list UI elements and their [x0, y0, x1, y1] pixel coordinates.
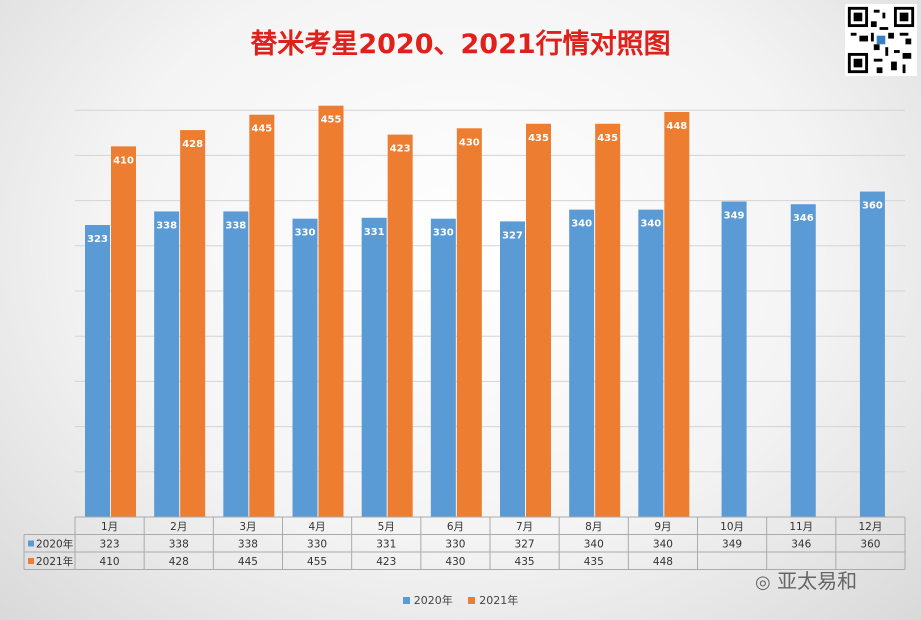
table-cell: 346 — [791, 539, 811, 551]
data-label: 435 — [597, 133, 618, 144]
category-label: 2月 — [170, 521, 187, 533]
category-label: 11月 — [789, 521, 813, 533]
bar-2021-5 — [387, 134, 413, 517]
bar-2020-3 — [223, 211, 249, 517]
bar-2020-8 — [569, 209, 595, 517]
data-label: 445 — [251, 124, 272, 135]
category-label: 7月 — [516, 521, 533, 533]
series-name: 2020年 — [36, 538, 73, 551]
bar-2020-7 — [500, 221, 525, 517]
bar-2021-1 — [111, 146, 136, 518]
data-label: 331 — [364, 227, 385, 238]
category-label: 3月 — [239, 521, 256, 533]
qr-code-icon — [845, 4, 917, 76]
bar-2021-8 — [595, 123, 621, 517]
table-cell: 423 — [376, 556, 396, 568]
table-cell: 435 — [515, 556, 535, 568]
bar-2020-2 — [154, 211, 180, 517]
bar-2020-12 — [859, 191, 885, 517]
category-label: 9月 — [654, 521, 671, 533]
bar-2021-3 — [249, 114, 275, 517]
data-label: 340 — [571, 219, 592, 230]
table-cell: 360 — [860, 539, 880, 551]
category-label: 5月 — [378, 521, 395, 533]
bar-2021-2 — [180, 130, 206, 517]
category-label: 12月 — [858, 521, 882, 533]
data-label: 330 — [433, 228, 454, 239]
table-cell: 430 — [445, 556, 465, 568]
table-cell: 331 — [376, 539, 396, 551]
category-label: 10月 — [720, 521, 744, 533]
bar-2020-11 — [790, 204, 816, 517]
table-cell: 349 — [722, 539, 742, 551]
bar-2020-4 — [292, 218, 318, 517]
data-labels: 323 410 338 428 338 445 330 455 331 423 330 430 327 4… — [87, 115, 883, 245]
data-label: 340 — [640, 219, 661, 230]
category-label: 1月 — [101, 521, 118, 533]
legend-key-swatch — [28, 540, 34, 547]
table-cell: 448 — [653, 556, 673, 568]
table-cell: 445 — [238, 556, 258, 568]
watermark-text: 亚太易和 — [777, 569, 858, 593]
data-table: 1月 2月 3月 4月 5月 6月 7月 8月 9月 10月 11月 12月 2020年 323 338 33… — [23, 516, 906, 570]
legend-item-2020: 2020年 — [402, 592, 453, 608]
series-name: 2021年 — [36, 555, 73, 568]
gridlines — [75, 109, 905, 473]
bars — [85, 105, 885, 518]
table-cell: 330 — [445, 539, 465, 551]
table-cell: 410 — [100, 556, 120, 568]
data-label: 435 — [528, 133, 549, 144]
bar-2021-4 — [318, 105, 344, 518]
bar-2020-1 — [85, 225, 110, 517]
data-label: 423 — [390, 144, 411, 155]
table-cell: 338 — [238, 539, 258, 551]
bar-2021-6 — [456, 128, 482, 517]
table-cell: 340 — [653, 539, 673, 551]
bar-2020-5 — [361, 217, 387, 517]
data-label: 410 — [113, 155, 134, 166]
data-label: 330 — [295, 228, 316, 239]
data-label: 327 — [502, 230, 523, 241]
data-label: 338 — [225, 220, 246, 231]
data-label: 338 — [156, 220, 177, 231]
legend: 2020年 2021年 — [0, 592, 921, 608]
bar-2021-7 — [526, 123, 551, 517]
wechat-icon: ◎ — [755, 572, 771, 593]
category-label: 8月 — [585, 521, 602, 533]
bar-2020-10 — [721, 201, 747, 517]
data-label: 323 — [87, 234, 108, 245]
data-label: 349 — [724, 211, 745, 222]
category-label: 4月 — [308, 521, 325, 533]
data-label: 430 — [459, 137, 480, 148]
watermark-label: ◎ 亚太易和 — [755, 565, 857, 594]
legend-label: 2020年 — [413, 594, 453, 607]
data-label: 455 — [321, 115, 342, 126]
category-label: 6月 — [447, 521, 464, 533]
table-cell: 323 — [100, 539, 120, 551]
data-label: 428 — [182, 139, 203, 150]
table-cell: 327 — [515, 539, 535, 551]
data-label: 360 — [862, 201, 883, 212]
legend-key-swatch — [28, 558, 34, 564]
table-cell: 340 — [584, 539, 604, 551]
table-cell: 428 — [169, 556, 189, 568]
table-cell: 330 — [307, 539, 327, 551]
legend-item-2021: 2021年 — [468, 592, 518, 608]
data-label: 448 — [666, 121, 687, 132]
chart-title: 替米考星2020、2021行情对照图 — [250, 29, 671, 60]
bar-2021-9 — [664, 112, 690, 518]
table-cell: 435 — [584, 556, 604, 568]
bar-2020-6 — [430, 218, 456, 517]
bar-2020-9 — [638, 209, 664, 517]
table-cell: 338 — [169, 539, 189, 551]
table-cell: 455 — [307, 556, 327, 568]
legend-label: 2021年 — [479, 594, 519, 607]
data-label: 346 — [793, 213, 814, 224]
